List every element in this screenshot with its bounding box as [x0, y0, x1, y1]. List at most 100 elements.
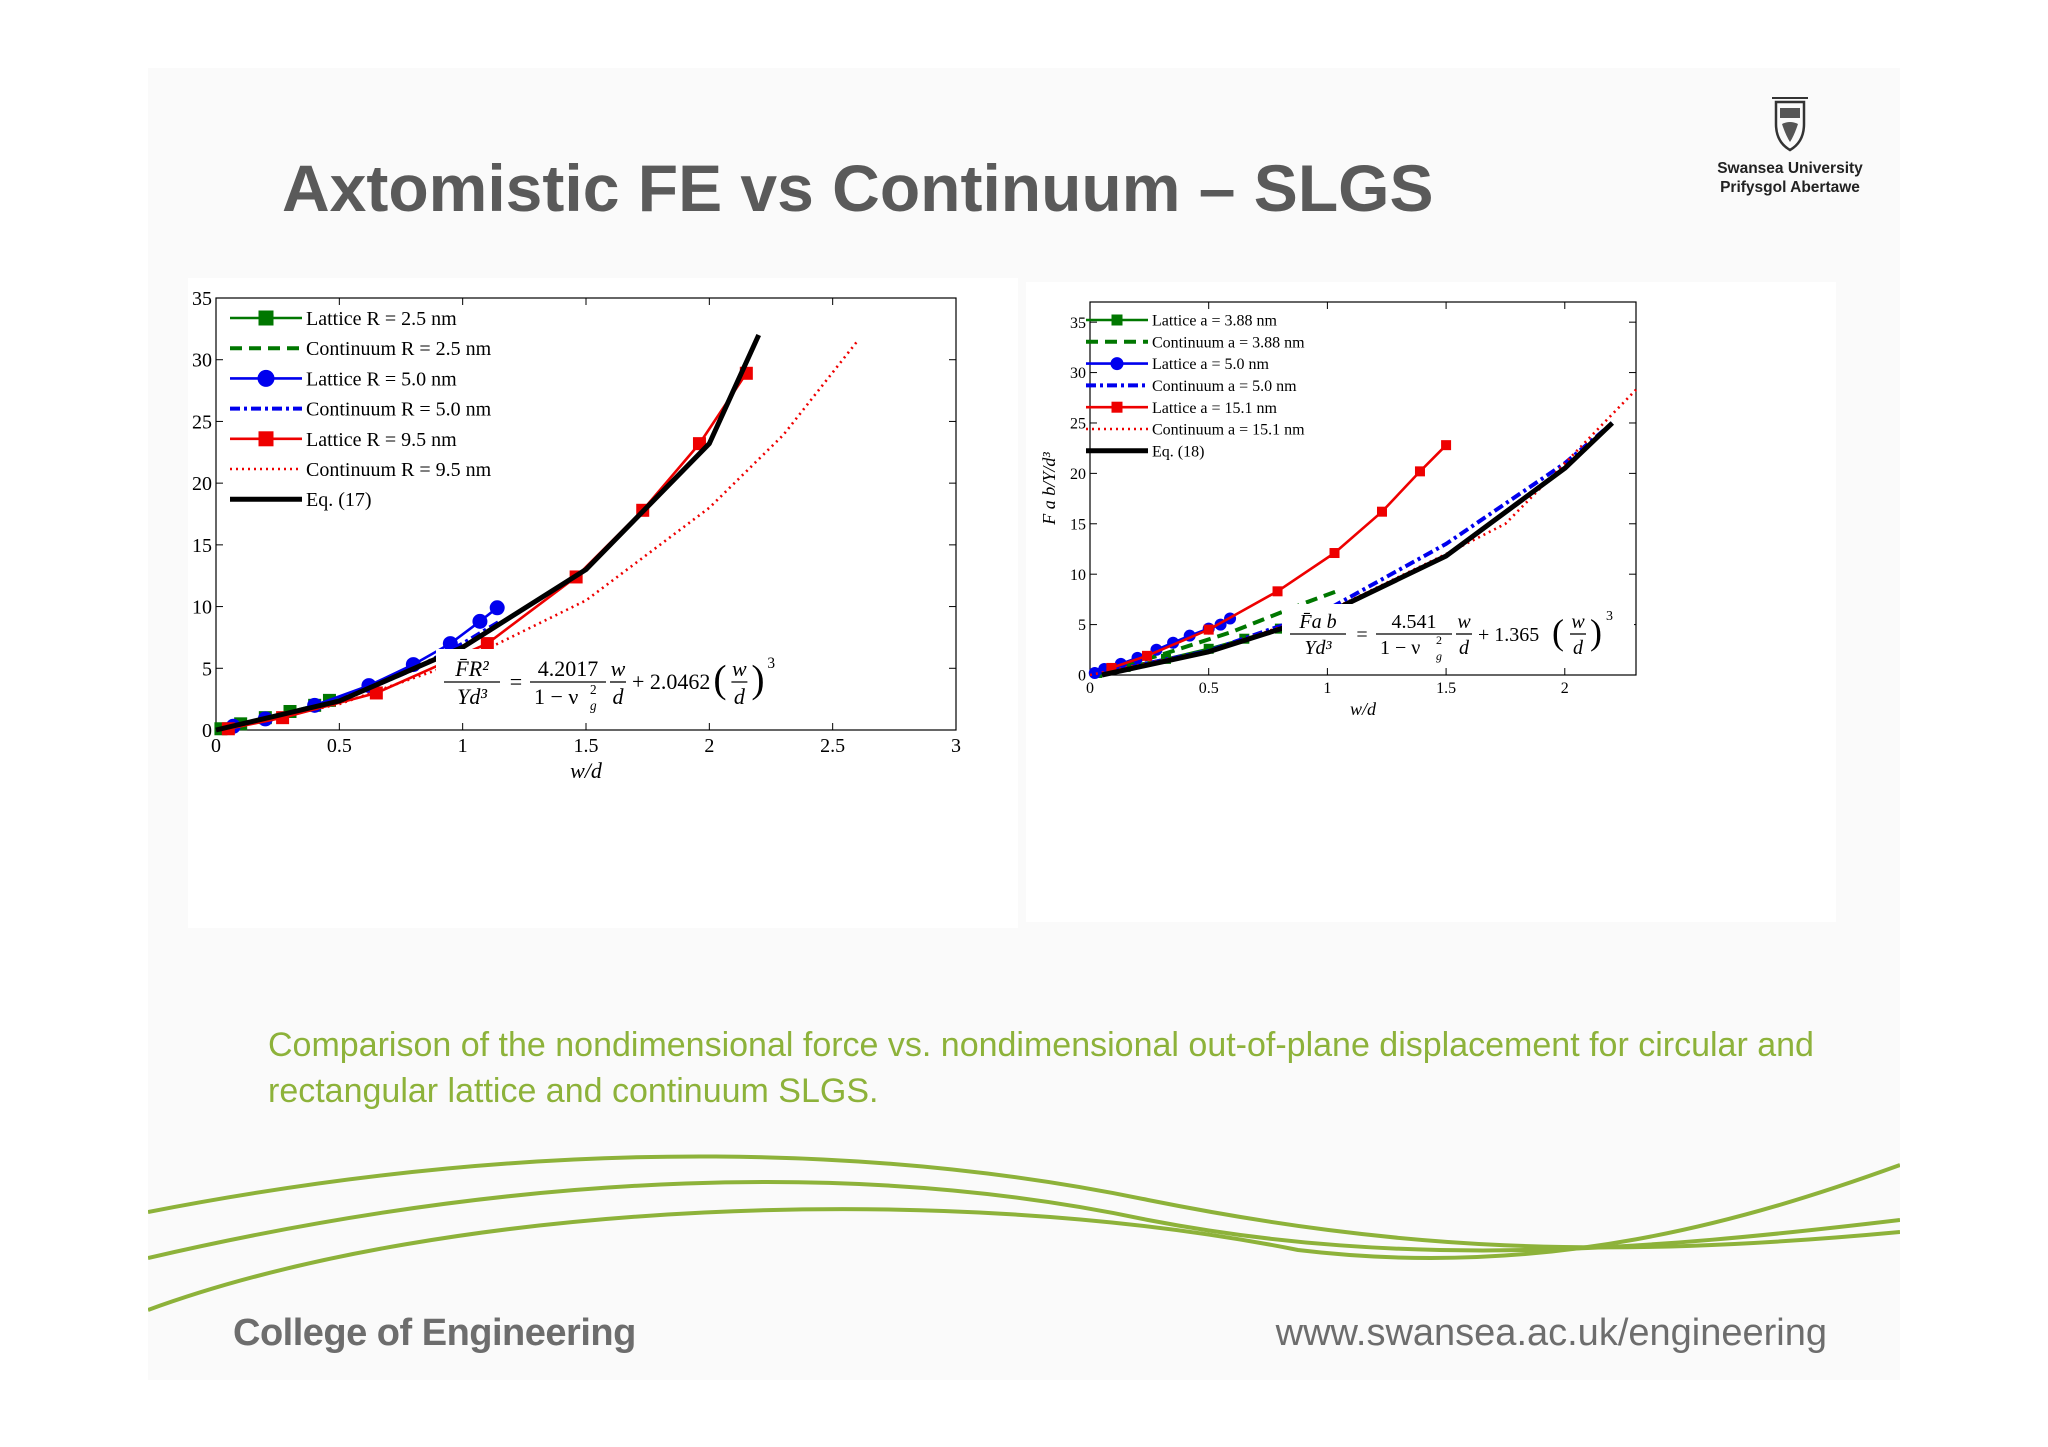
y-tick-label: 10	[1070, 567, 1086, 584]
data-point-circle	[472, 613, 488, 629]
legend-marker-circle	[1110, 357, 1124, 371]
y-tick-label: 0	[1078, 668, 1086, 685]
legend-label: Lattice a = 15.1 nm	[1152, 400, 1278, 417]
w-numerator-2: w	[1571, 611, 1585, 633]
data-point-square	[1106, 662, 1117, 673]
chart-panel-right: 0 0.5 1 1.5 2 0 5 10 15 20 25 30 35 w/d F a b/Y/d³ Latt…	[1026, 282, 1836, 922]
logo-text-english: Swansea University	[1717, 160, 1863, 177]
d-denominator-2: d	[734, 684, 746, 709]
series-line-4	[228, 372, 748, 731]
equation-lhs-denominator: Yd³	[1304, 637, 1332, 659]
footer-college: College of Engineering	[233, 1312, 636, 1354]
paren-open: (	[1552, 612, 1564, 652]
y-tick-label: 0	[202, 720, 212, 742]
d-denominator-2: d	[1573, 637, 1584, 659]
x-tick-label: 0	[211, 735, 221, 757]
figure-caption: Comparison of the nondimensional force v…	[268, 1026, 1814, 1110]
paren-open: (	[713, 657, 726, 701]
exponent-3: 3	[1606, 609, 1613, 624]
data-point-square	[1203, 624, 1214, 635]
y-tick-label: 25	[192, 411, 212, 433]
data-point-square	[1376, 506, 1387, 517]
x-tick-label: 2.5	[820, 735, 845, 757]
x-axis-label: w/d	[1350, 699, 1377, 719]
series-line-6	[1101, 421, 1615, 678]
y-tick-label: 25	[1070, 416, 1086, 433]
y-tick-label: 30	[192, 350, 212, 372]
subscript-g: g	[590, 698, 597, 713]
y-tick-label: 20	[192, 473, 212, 495]
y-tick-label: 20	[1070, 466, 1086, 483]
chart-circular: 00.511.522.5305101520253035w/dFR²/Y/d³La…	[152, 288, 961, 783]
exponent-3: 3	[767, 655, 775, 672]
legend-label: Lattice R = 9.5 nm	[306, 429, 457, 451]
exponent-2: 2	[1436, 633, 1442, 647]
equals-sign: =	[510, 669, 522, 694]
legend-marker-square	[1111, 401, 1123, 413]
equals-sign: =	[1356, 624, 1367, 646]
legend-label: Lattice R = 2.5 nm	[306, 308, 457, 330]
crest-icon	[1772, 97, 1808, 152]
paren-close: )	[751, 657, 764, 701]
w-numerator-2: w	[732, 656, 747, 681]
legend-marker-circle	[257, 369, 275, 387]
exponent-2: 2	[590, 682, 597, 697]
x-tick-label: 0.5	[1199, 680, 1219, 697]
x-tick-label: 1	[1323, 680, 1331, 697]
equation-coefficient-2: + 2.0462	[632, 669, 710, 694]
slide-title: Axtomistic FE vs Continuum – SLGS	[282, 151, 1434, 225]
equation-coefficient-1: 4.2017	[538, 656, 599, 681]
x-axis-label: w/d	[570, 758, 603, 783]
y-tick-label: 15	[1070, 516, 1086, 533]
university-logo: Swansea University Prifysgol Abertawe	[1690, 96, 1890, 197]
legend-label: Continuum a = 3.88 nm	[1152, 334, 1305, 351]
equation-coefficient-2: + 1.365	[1478, 624, 1539, 646]
y-tick-label: 5	[1078, 617, 1086, 634]
data-point-square	[1414, 466, 1425, 477]
equation-lhs-numerator: F̄a b	[1298, 611, 1336, 633]
footer-url[interactable]: www.swansea.ac.uk/engineering	[1275, 1312, 1827, 1354]
y-tick-label: 15	[192, 535, 212, 557]
legend-marker-square	[258, 310, 274, 326]
data-point-square	[1141, 650, 1152, 661]
paren-close: )	[1590, 612, 1602, 652]
data-point-square	[1441, 440, 1452, 451]
legend-label: Continuum a = 5.0 nm	[1152, 378, 1297, 395]
legend-label: Lattice a = 3.88 nm	[1152, 313, 1278, 330]
decorative-waves	[148, 1154, 1900, 1312]
w-numerator: w	[611, 656, 626, 681]
series-line-4	[1110, 444, 1448, 670]
legend-label: Eq. (17)	[306, 489, 372, 511]
data-point-square	[1329, 548, 1340, 559]
y-axis-label: F a b/Y/d³	[1039, 452, 1059, 526]
w-numerator: w	[1457, 611, 1471, 633]
x-tick-label: 2	[1561, 680, 1569, 697]
equation-denominator: 1 − ν	[1380, 637, 1420, 659]
logo-text-welsh: Prifysgol Abertawe	[1720, 179, 1860, 196]
x-tick-label: 0	[1086, 680, 1094, 697]
legend-label: Continuum R = 9.5 nm	[306, 459, 492, 481]
equation-coefficient-1: 4.541	[1392, 611, 1437, 633]
x-tick-label: 1.5	[574, 735, 599, 757]
equation-background	[436, 649, 848, 715]
equation-denominator: 1 − ν	[534, 684, 578, 709]
legend-label: Continuum R = 5.0 nm	[306, 399, 492, 421]
y-tick-label: 35	[1070, 315, 1086, 332]
d-denominator: d	[613, 684, 625, 709]
y-tick-label: 10	[192, 597, 212, 619]
legend-label: Continuum R = 2.5 nm	[306, 338, 492, 360]
x-tick-label: 1.5	[1436, 680, 1456, 697]
x-tick-label: 2	[704, 735, 714, 757]
legend-label: Eq. (18)	[1152, 443, 1204, 460]
y-tick-label: 5	[202, 658, 212, 680]
x-tick-label: 1	[458, 735, 468, 757]
legend-label: Lattice a = 5.0 nm	[1152, 356, 1270, 373]
legend-label: Continuum a = 15.1 nm	[1152, 422, 1305, 439]
legend-marker-square	[1111, 314, 1123, 326]
chart-panel-left: 00.511.522.5305101520253035w/dFR²/Y/d³La…	[152, 278, 1018, 928]
subscript-g: g	[1436, 649, 1442, 663]
d-denominator: d	[1459, 637, 1470, 659]
